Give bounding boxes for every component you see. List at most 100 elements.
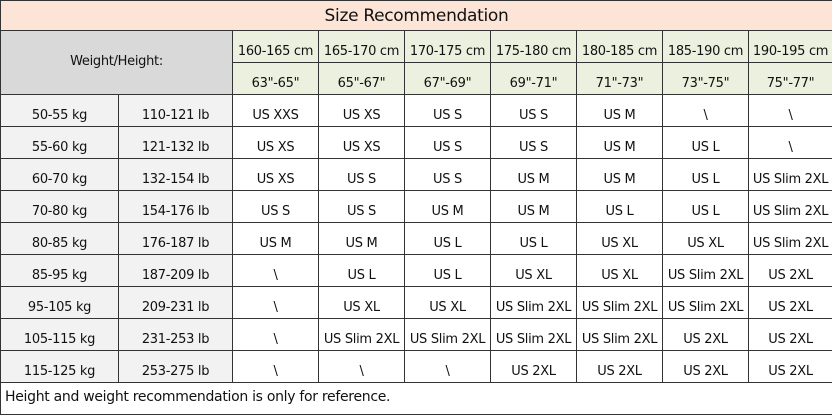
- weight-height-label: Weight/Height:: [0, 30, 233, 95]
- height-cm-header: 185-190 cm: [662, 30, 749, 63]
- size-cell: US L: [662, 190, 749, 223]
- size-cell: US 2XL: [747, 286, 832, 319]
- size-cell: US 2XL: [747, 318, 832, 351]
- size-cell: US M: [318, 222, 405, 255]
- footer-note: Height and weight recommendation is only…: [0, 382, 832, 415]
- height-in-header: 73"-75": [662, 62, 749, 95]
- weight-lb-cell: 187-209 lb: [118, 254, 233, 287]
- weight-kg-cell: 105-115 kg: [0, 318, 119, 351]
- size-cell: US S: [232, 190, 319, 223]
- size-cell: US 2XL: [662, 318, 749, 351]
- size-cell: US XL: [404, 286, 491, 319]
- size-cell: US S: [404, 94, 491, 127]
- size-cell: US Slim 2XL: [576, 286, 663, 319]
- size-cell: US L: [404, 222, 491, 255]
- height-cm-header: 190-195 cm: [747, 30, 832, 63]
- table-row: 95-105 kg 209-231 lb \ US XL US XL US Slim 2X…: [0, 286, 832, 319]
- weight-kg-cell: 115-125 kg: [0, 350, 119, 383]
- footer-row: Height and weight recommendation is only…: [0, 382, 832, 415]
- size-cell: US Slim 2XL: [490, 318, 577, 351]
- weight-lb-cell: 121-132 lb: [118, 126, 233, 159]
- size-cell: US S: [404, 158, 491, 191]
- weight-kg-cell: 50-55 kg: [0, 94, 119, 127]
- size-cell: US Slim 2XL: [576, 318, 663, 351]
- weight-kg-cell: 70-80 kg: [0, 190, 119, 223]
- size-cell: US XS: [232, 126, 319, 159]
- height-cm-header: 175-180 cm: [490, 30, 577, 63]
- size-cell: US Slim 2XL: [662, 254, 749, 287]
- weight-kg-cell: 95-105 kg: [0, 286, 119, 319]
- weight-kg-cell: 60-70 kg: [0, 158, 119, 191]
- size-cell: US XS: [318, 94, 405, 127]
- size-cell: US L: [662, 158, 749, 191]
- weight-lb-cell: 110-121 lb: [118, 94, 233, 127]
- size-cell: \: [747, 94, 832, 127]
- size-cell: US Slim 2XL: [747, 190, 832, 223]
- size-cell: US Slim 2XL: [747, 158, 832, 191]
- size-cell: \: [662, 94, 749, 127]
- size-cell: US L: [404, 254, 491, 287]
- table-row: 105-115 kg 231-253 lb \ US Slim 2XL US Slim …: [0, 318, 832, 351]
- height-in-header: 63"-65": [232, 62, 319, 95]
- size-cell: US L: [662, 126, 749, 159]
- table-title: Size Recommendation: [0, 0, 832, 31]
- weight-lb-cell: 231-253 lb: [118, 318, 233, 351]
- table-row: 115-125 kg 253-275 lb \ \ \ US 2XL US 2XL US 2X…: [0, 350, 832, 383]
- size-cell: US XS: [318, 126, 405, 159]
- height-cm-header: 180-185 cm: [576, 30, 663, 63]
- size-cell: \: [232, 254, 319, 287]
- height-in-header: 75"-77": [747, 62, 832, 95]
- size-cell: US L: [318, 254, 405, 287]
- size-cell: \: [404, 350, 491, 383]
- size-cell: \: [232, 286, 319, 319]
- size-cell: US M: [404, 190, 491, 223]
- size-cell: US 2XL: [747, 254, 832, 287]
- size-cell: US M: [576, 158, 663, 191]
- size-cell: US XL: [576, 222, 663, 255]
- table-row: 70-80 kg 154-176 lb US S US S US M US M US L US…: [0, 190, 832, 223]
- table-row: 50-55 kg 110-121 lb US XXS US XS US S US S US …: [0, 94, 832, 127]
- weight-lb-cell: 176-187 lb: [118, 222, 233, 255]
- size-cell: US XXS: [232, 94, 319, 127]
- size-cell: US 2XL: [662, 350, 749, 383]
- size-cell: US 2XL: [490, 350, 577, 383]
- size-cell: US M: [490, 158, 577, 191]
- size-cell: \: [232, 318, 319, 351]
- size-cell: US L: [576, 190, 663, 223]
- size-cell: US S: [318, 158, 405, 191]
- height-in-header: 65"-67": [318, 62, 405, 95]
- size-cell: US XL: [490, 254, 577, 287]
- height-in-header: 69"-71": [490, 62, 577, 95]
- weight-kg-cell: 80-85 kg: [0, 222, 119, 255]
- size-cell: US L: [490, 222, 577, 255]
- size-cell: US XS: [232, 158, 319, 191]
- height-cm-header: 165-170 cm: [318, 30, 405, 63]
- size-cell: US M: [490, 190, 577, 223]
- size-cell: US M: [232, 222, 319, 255]
- weight-lb-cell: 209-231 lb: [118, 286, 233, 319]
- table-row: 80-85 kg 176-187 lb US M US M US L US L US XL U…: [0, 222, 832, 255]
- size-cell: US XL: [576, 254, 663, 287]
- weight-kg-cell: 85-95 kg: [0, 254, 119, 287]
- size-cell: \: [747, 126, 832, 159]
- table-row: 55-60 kg 121-132 lb US XS US XS US S US S US M…: [0, 126, 832, 159]
- size-cell: US S: [318, 190, 405, 223]
- weight-lb-cell: 132-154 lb: [118, 158, 233, 191]
- size-cell: US XL: [318, 286, 405, 319]
- size-cell: US S: [490, 94, 577, 127]
- size-cell: US Slim 2XL: [662, 286, 749, 319]
- size-cell: US Slim 2XL: [747, 222, 832, 255]
- size-cell: US Slim 2XL: [318, 318, 405, 351]
- size-cell: US S: [490, 126, 577, 159]
- height-in-header: 71"-73": [576, 62, 663, 95]
- height-cm-header: 160-165 cm: [232, 30, 319, 63]
- size-cell: \: [318, 350, 405, 383]
- weight-lb-cell: 154-176 lb: [118, 190, 233, 223]
- size-cell: US 2XL: [576, 350, 663, 383]
- weight-lb-cell: 253-275 lb: [118, 350, 233, 383]
- size-cell: US Slim 2XL: [404, 318, 491, 351]
- height-in-header: 67"-69": [404, 62, 491, 95]
- size-cell: US M: [576, 94, 663, 127]
- size-cell: US S: [404, 126, 491, 159]
